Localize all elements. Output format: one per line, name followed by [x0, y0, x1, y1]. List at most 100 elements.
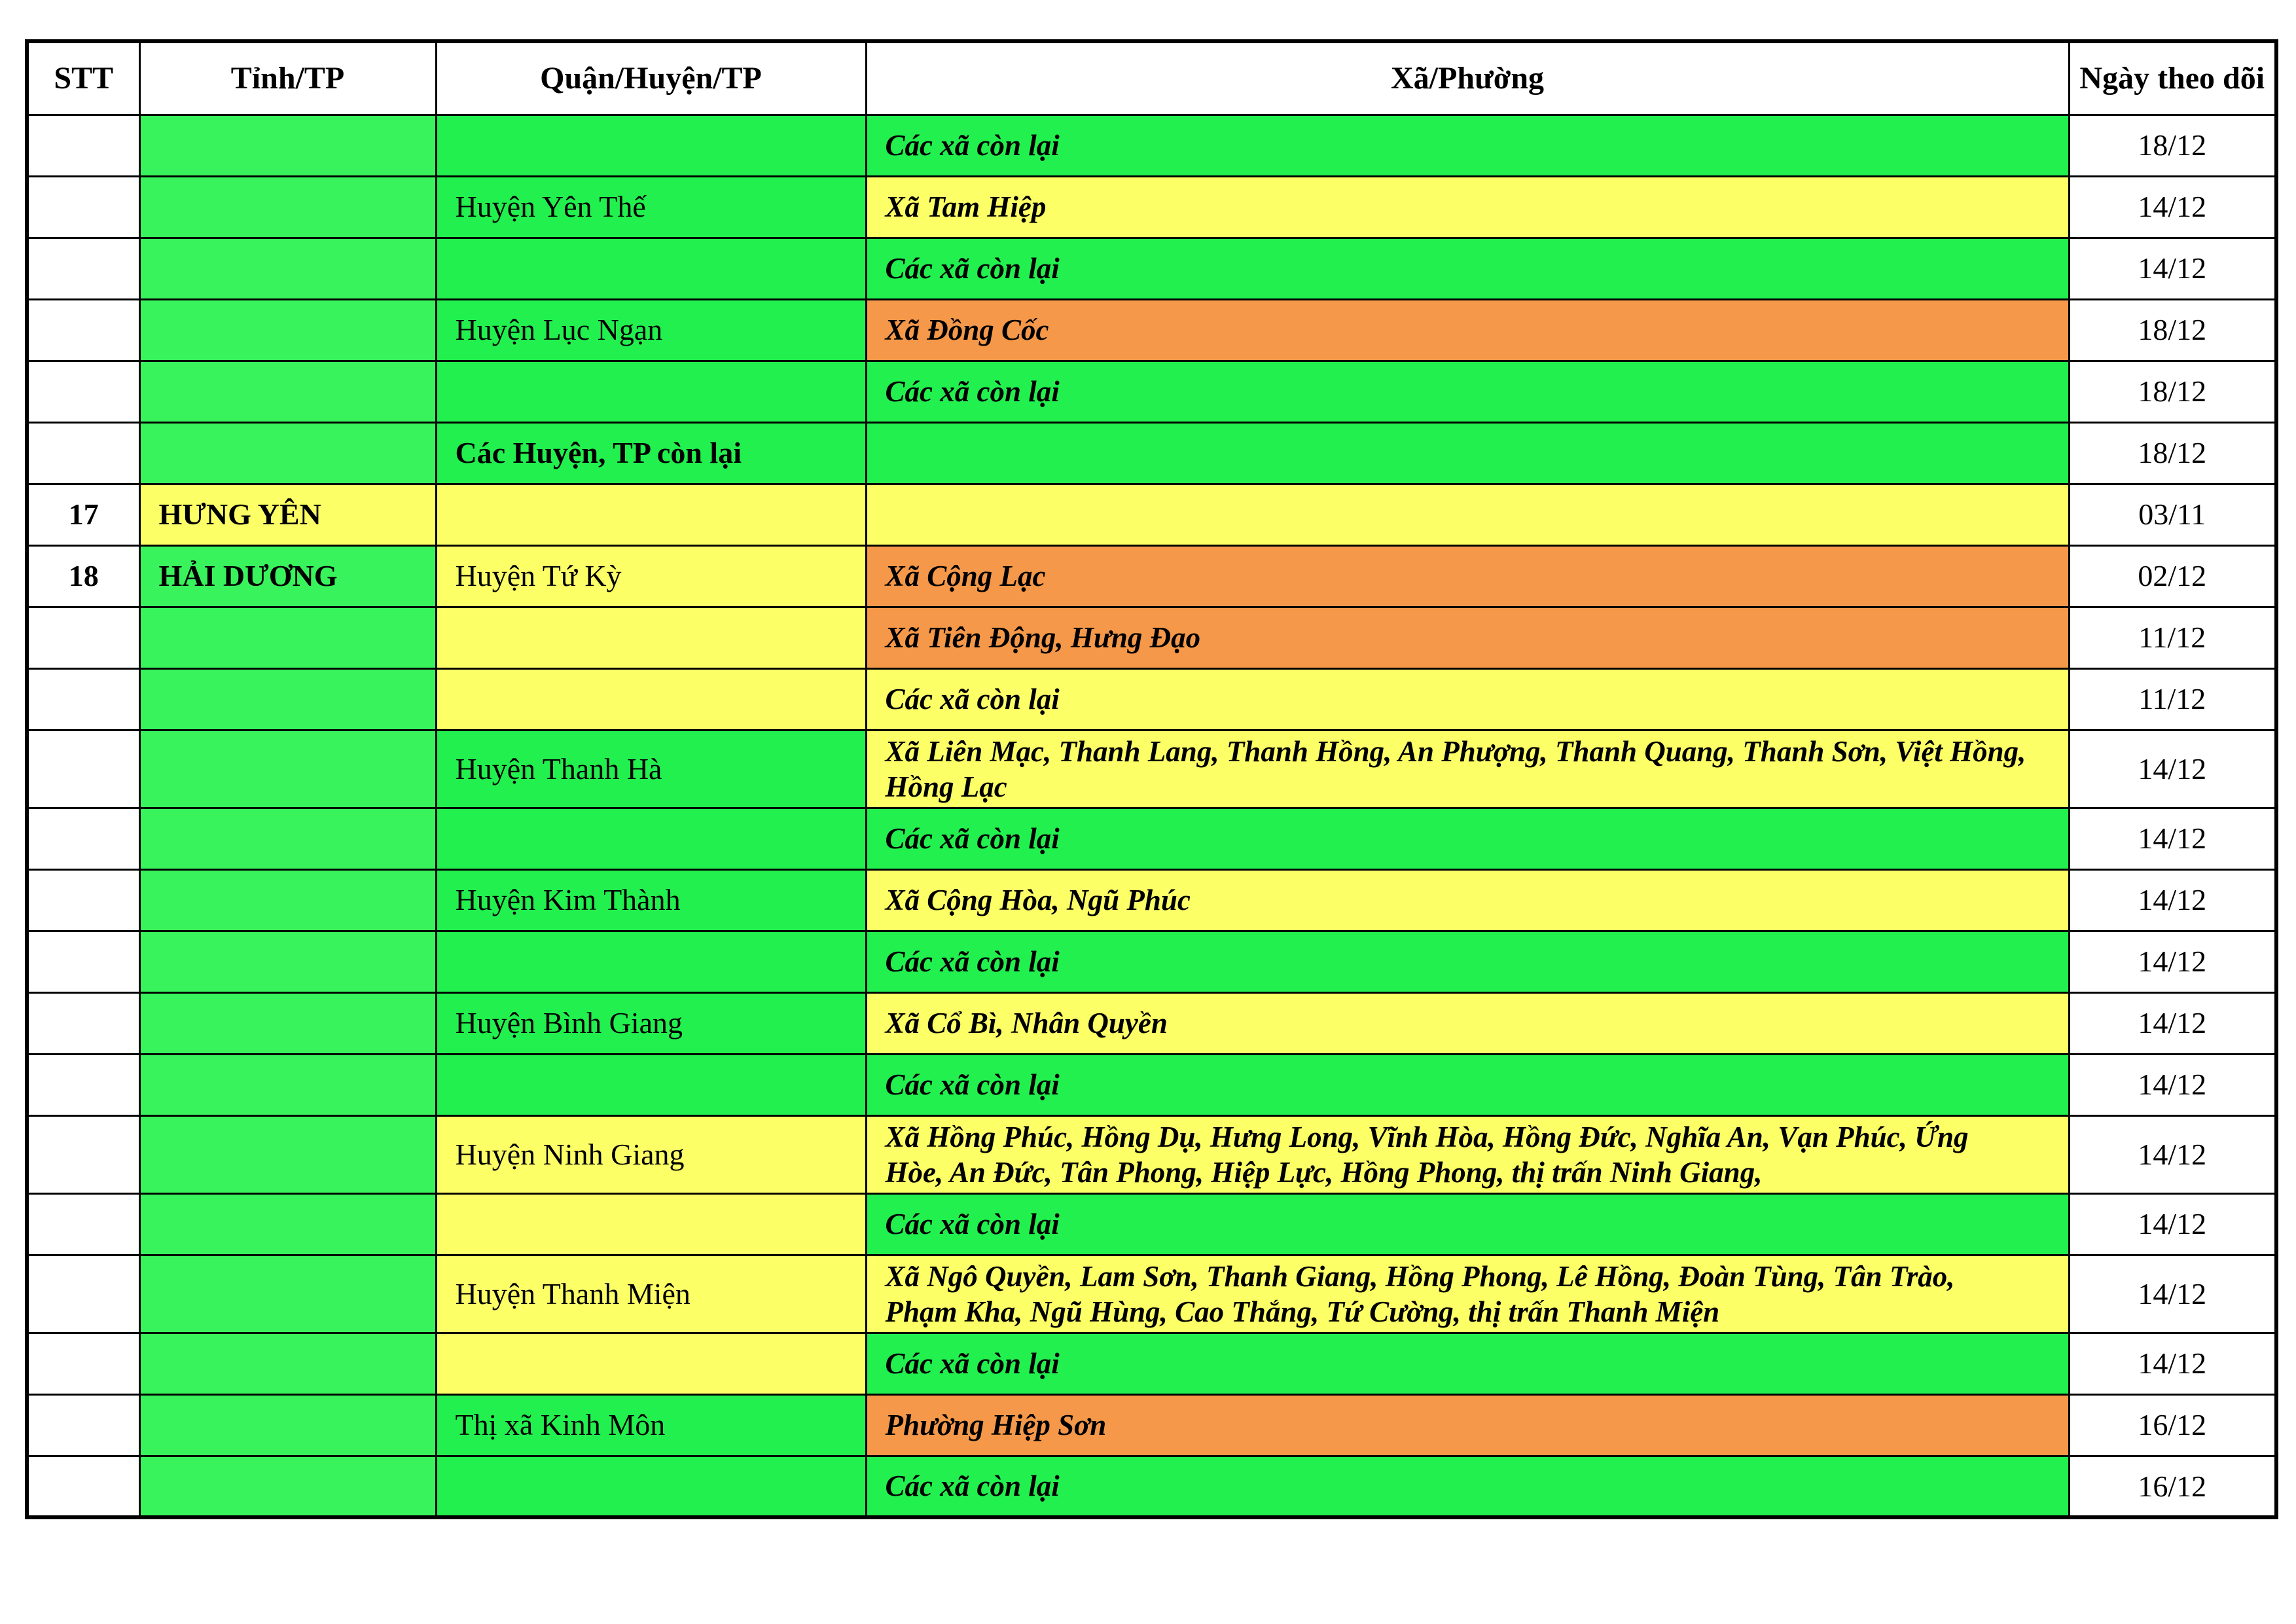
monitoring-table: STT Tỉnh/TP Quận/Huyện/TP Xã/Phường Ngày… [25, 39, 2278, 1519]
district-cell [435, 667, 867, 731]
date-cell: 14/12 [2068, 729, 2278, 809]
stt-cell [26, 806, 141, 871]
date-cell: 02/12 [2068, 544, 2278, 608]
date-cell: 18/12 [2068, 359, 2278, 424]
stt-cell [26, 421, 141, 485]
table-row: Huyện Kim Thành Xã Cộng Hòa, Ngũ Phúc 14/1… [26, 868, 2278, 932]
date-cell: 14/12 [2068, 1254, 2278, 1334]
table-row: Huyện Yên Thế Xã Tam Hiệp 14/12 [26, 175, 2278, 239]
province-cell [138, 236, 437, 300]
district-cell [435, 113, 867, 177]
province-cell [138, 1454, 437, 1519]
stt-cell [26, 868, 141, 932]
table-row: Huyện Bình Giang Xã Cổ Bì, Nhân Quyền 14/1… [26, 991, 2278, 1055]
stt-cell [26, 175, 141, 239]
stt-cell: 18 [26, 544, 141, 608]
district-cell [435, 1331, 867, 1396]
table-row: 18 HẢI DƯƠNG Huyện Tứ Kỳ Xã Cộng Lạc 02/12 [26, 544, 2278, 608]
stt-cell [26, 991, 141, 1055]
ward-cell: Các xã còn lại [865, 236, 2070, 300]
province-cell [138, 359, 437, 424]
province-cell [138, 1053, 437, 1117]
table-row: Các xã còn lại 14/12 [26, 806, 2278, 871]
date-cell: 14/12 [2068, 1331, 2278, 1396]
table-row: Xã Tiên Động, Hưng Đạo 11/12 [26, 605, 2278, 670]
district-cell [435, 605, 867, 670]
province-cell [138, 1254, 437, 1334]
stt-cell [26, 1192, 141, 1256]
province-cell [138, 729, 437, 809]
ward-cell: Các xã còn lại [865, 1331, 2070, 1396]
table-row: Các xã còn lại 14/12 [26, 929, 2278, 994]
stt-cell [26, 729, 141, 809]
ward-cell: Các xã còn lại [865, 1454, 2070, 1519]
header-follow-date: Ngày theo dõi [2068, 40, 2278, 116]
stt-cell [26, 667, 141, 731]
date-cell: 18/12 [2068, 421, 2278, 485]
table-row: Thị xã Kinh Môn Phường Hiệp Sơn 16/12 [26, 1393, 2278, 1457]
stt-cell [26, 1254, 141, 1334]
ward-cell: Xã Liên Mạc, Thanh Lang, Thanh Hồng, An … [865, 729, 2070, 809]
date-cell: 14/12 [2068, 175, 2278, 239]
province-cell [138, 868, 437, 932]
table-row: Các xã còn lại 14/12 [26, 1331, 2278, 1396]
ward-cell: Các xã còn lại [865, 929, 2070, 994]
header-district: Quận/Huyện/TP [435, 40, 867, 116]
stt-cell [26, 929, 141, 994]
ward-cell: Xã Tam Hiệp [865, 175, 2070, 239]
date-cell: 14/12 [2068, 806, 2278, 871]
date-cell: 14/12 [2068, 236, 2278, 300]
date-cell: 14/12 [2068, 868, 2278, 932]
stt-cell [26, 113, 141, 177]
table-row: Các xã còn lại 14/12 [26, 1053, 2278, 1117]
province-cell [138, 929, 437, 994]
province-cell [138, 806, 437, 871]
date-cell: 16/12 [2068, 1454, 2278, 1519]
district-cell [435, 1053, 867, 1117]
district-cell: Huyện Ninh Giang [435, 1114, 867, 1195]
stt-cell [26, 1331, 141, 1396]
ward-cell: Phường Hiệp Sơn [865, 1393, 2070, 1457]
date-cell: 18/12 [2068, 298, 2278, 362]
province-cell [138, 605, 437, 670]
province-cell [138, 113, 437, 177]
table-row: Huyện Thanh Hà Xã Liên Mạc, Thanh Lang, T… [26, 729, 2278, 809]
ward-cell: Các xã còn lại [865, 1053, 2070, 1117]
table-header: STT Tỉnh/TP Quận/Huyện/TP Xã/Phường Ngày… [26, 40, 2278, 116]
province-cell: HƯNG YÊN [138, 482, 437, 547]
table-row: Các xã còn lại 14/12 [26, 236, 2278, 300]
table-row: Huyện Thanh Miện Xã Ngô Quyền, Lam Sơn, T… [26, 1254, 2278, 1334]
province-cell [138, 1114, 437, 1195]
province-cell [138, 175, 437, 239]
province-cell [138, 667, 437, 731]
stt-cell [26, 236, 141, 300]
district-cell [435, 482, 867, 547]
ward-cell: Các xã còn lại [865, 1192, 2070, 1256]
date-cell: 18/12 [2068, 113, 2278, 177]
ward-cell: Các xã còn lại [865, 667, 2070, 731]
ward-cell: Xã Hồng Phúc, Hồng Dụ, Hưng Long, Vĩnh H… [865, 1114, 2070, 1195]
district-cell [435, 806, 867, 871]
ward-cell: Xã Cổ Bì, Nhân Quyền [865, 991, 2070, 1055]
date-cell: 14/12 [2068, 1192, 2278, 1256]
district-cell [435, 236, 867, 300]
date-cell: 16/12 [2068, 1393, 2278, 1457]
district-cell: Huyện Lục Ngạn [435, 298, 867, 362]
date-cell: 11/12 [2068, 605, 2278, 670]
ward-cell: Xã Ngô Quyền, Lam Sơn, Thanh Giang, Hồng… [865, 1254, 2070, 1334]
table-row: Các xã còn lại 11/12 [26, 667, 2278, 731]
district-cell: Huyện Yên Thế [435, 175, 867, 239]
table-row: Các xã còn lại 18/12 [26, 113, 2278, 177]
province-cell [138, 421, 437, 485]
province-cell [138, 1393, 437, 1457]
date-cell: 14/12 [2068, 929, 2278, 994]
ward-cell: Xã Cộng Hòa, Ngũ Phúc [865, 868, 2070, 932]
stt-cell: 17 [26, 482, 141, 547]
ward-cell: Các xã còn lại [865, 113, 2070, 177]
district-cell: Thị xã Kinh Môn [435, 1393, 867, 1457]
stt-cell [26, 298, 141, 362]
ward-cell: Xã Tiên Động, Hưng Đạo [865, 605, 2070, 670]
header-province: Tỉnh/TP [138, 40, 437, 116]
date-cell: 11/12 [2068, 667, 2278, 731]
province-cell [138, 1331, 437, 1396]
